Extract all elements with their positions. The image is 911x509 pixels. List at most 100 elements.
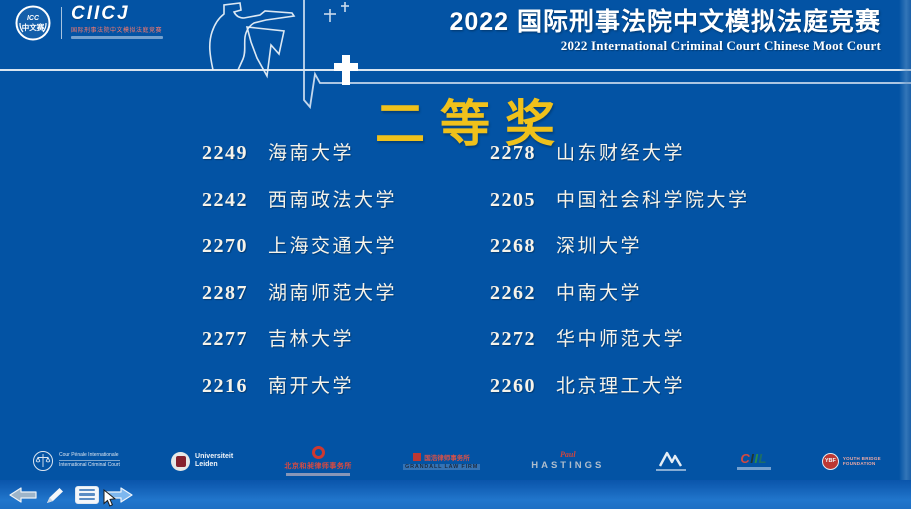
icc-badge-icon: ICC 中文赛 [15, 5, 51, 41]
team-number: 2278 [490, 142, 536, 164]
team-row: 2205 中国社会科学院大学 [490, 185, 820, 232]
paul-hastings-logo: Paul HASTINGS [531, 450, 605, 472]
mountain-mark-icon [658, 451, 682, 467]
team-row: 2249 海南大学 [202, 138, 490, 185]
ybf-line2: FOUNDATION [842, 461, 876, 466]
grandall-name-en: GRANDALL LAW FIRM [403, 463, 481, 470]
slide[interactable]: ICC 中文赛 CIICJ 国际刑事法院中文模拟法庭竞赛 2022 国际刑事法院… [0, 0, 911, 480]
slide-menu-button[interactable] [72, 483, 102, 507]
ybf-line1: YOUTH BRIDGE [842, 455, 881, 461]
paul-hastings-script: Paul [560, 450, 576, 459]
hechang-tagline-rule [286, 473, 351, 476]
hechang-law-logo: 北京和昶律师事务所 [284, 446, 352, 476]
slide-menu-icon [75, 485, 99, 504]
leiden-logo: Universiteit Leiden [171, 451, 233, 471]
grandall-law-logo: 国浩律师事务所 GRANDALL LAW FIRM [403, 452, 481, 470]
hechang-ring-icon [311, 446, 325, 460]
team-name: 西南政法大学 [268, 189, 398, 211]
team-row: 2268 深圳大学 [490, 231, 820, 278]
team-number: 2249 [202, 142, 248, 164]
team-row: 2270 上海交通大学 [202, 231, 490, 278]
team-row: 2278 山东财经大学 [490, 138, 820, 185]
team-number: 2270 [202, 235, 248, 257]
team-number: 2272 [490, 328, 536, 350]
team-name: 华中师范大学 [556, 329, 686, 350]
slide-edge-highlight [899, 0, 911, 480]
team-name: 湖南师范大学 [268, 282, 398, 304]
team-name: 山东财经大学 [556, 143, 686, 164]
svg-text:ICC: ICC [27, 15, 40, 22]
cross-icon [334, 55, 358, 85]
cursor-icon [103, 488, 117, 507]
team-number: 2216 [202, 374, 248, 397]
team-number: 2242 [202, 188, 248, 211]
team-row: 2260 北京理工大学 [490, 371, 820, 418]
team-name: 北京理工大学 [556, 375, 686, 397]
justice-figure-icon [208, 2, 296, 71]
icc-court-logo: Cour Pénale Internationale International… [32, 450, 120, 472]
sponsor-strip: Cour Pénale Internationale International… [0, 442, 911, 480]
ciil-logo: CIIL [736, 451, 771, 470]
team-list: 2249 海南大学 2242 西南政法大学 2270 上海交通大学 2287 湖… [202, 138, 820, 417]
brand-row: ICC 中文赛 CIICJ 国际刑事法院中文模拟法庭竞赛 [14, 4, 163, 42]
team-name: 海南大学 [268, 143, 355, 164]
team-row: 2277 吉林大学 [202, 324, 490, 371]
pen-tool-button[interactable] [40, 483, 70, 507]
team-row: 2287 湖南师范大学 [202, 278, 490, 325]
leiden-seal-icon [171, 451, 191, 471]
team-number: 2262 [490, 281, 536, 304]
ybf-seal-icon: YBF [821, 452, 839, 470]
title-block: 2022 国际刑事法院中文模拟法庭竞赛 2022 International C… [449, 7, 881, 54]
paul-hastings-word: HASTINGS [531, 460, 605, 471]
event-title-cn: 2022 国际刑事法院中文模拟法庭竞赛 [449, 8, 881, 36]
event-title-en: 2022 International Criminal Court Chines… [560, 38, 881, 53]
team-name: 吉林大学 [268, 329, 355, 350]
team-row: 2262 中南大学 [490, 278, 820, 325]
leiden-line1: Universiteit [195, 453, 234, 460]
previous-slide-button[interactable] [8, 483, 38, 507]
brand-divider [61, 7, 62, 39]
scales-icon [33, 451, 53, 471]
header-line-art [0, 0, 911, 110]
brand-subtitle-rule [71, 36, 163, 39]
team-name: 上海交通大学 [268, 236, 398, 257]
team-number: 2287 [202, 281, 248, 304]
svg-text:中文赛: 中文赛 [22, 22, 45, 32]
brand-name: CIICJ [71, 3, 130, 24]
ybf-text: YOUTH BRIDGE FOUNDATION [843, 456, 881, 467]
team-number: 2260 [490, 374, 536, 397]
team-row: 2242 西南政法大学 [202, 185, 490, 232]
brand-block: CIICJ 国际刑事法院中文模拟法庭竞赛 [71, 4, 163, 39]
ciil-letters: CIIL [740, 451, 767, 467]
pen-icon [47, 487, 63, 503]
team-row: 2216 南开大学 [202, 371, 490, 418]
leiden-text: Universiteit Leiden [195, 453, 233, 469]
hechang-name: 北京和昶律师事务所 [284, 463, 352, 471]
mountain-mark-logo [655, 451, 686, 472]
team-name: 中国社会科学院大学 [556, 189, 750, 211]
mountain-mark-caption-rule [655, 468, 686, 472]
team-column-left: 2249 海南大学 2242 西南政法大学 2270 上海交通大学 2287 湖… [202, 138, 490, 417]
team-column-right: 2278 山东财经大学 2205 中国社会科学院大学 2268 深圳大学 226… [490, 138, 820, 417]
shield-icon [245, 26, 285, 79]
team-name: 南开大学 [268, 375, 355, 397]
icc-court-text: Cour Pénale Internationale International… [59, 452, 120, 470]
team-number: 2268 [490, 235, 536, 257]
mouse-cursor [103, 488, 117, 509]
team-name: 深圳大学 [556, 236, 643, 257]
team-number: 2277 [202, 328, 248, 350]
ciil-caption-rule [736, 467, 771, 470]
award-heading: 二等奖 [375, 96, 570, 152]
icc-court-line2: International Criminal Court [59, 461, 120, 468]
grandall-mark-icon [413, 453, 422, 462]
team-row: 2272 华中师范大学 [490, 324, 820, 371]
team-number: 2205 [490, 188, 536, 211]
back-arrow-icon [9, 486, 37, 503]
leiden-line2: Leiden [195, 461, 218, 468]
icc-court-line1: Cour Pénale Internationale [59, 452, 120, 461]
presenter-toolbar [0, 480, 911, 509]
grandall-name-cn: 国浩律师事务所 [424, 455, 470, 463]
team-name: 中南大学 [556, 282, 643, 304]
small-cross-icons [324, 2, 349, 22]
